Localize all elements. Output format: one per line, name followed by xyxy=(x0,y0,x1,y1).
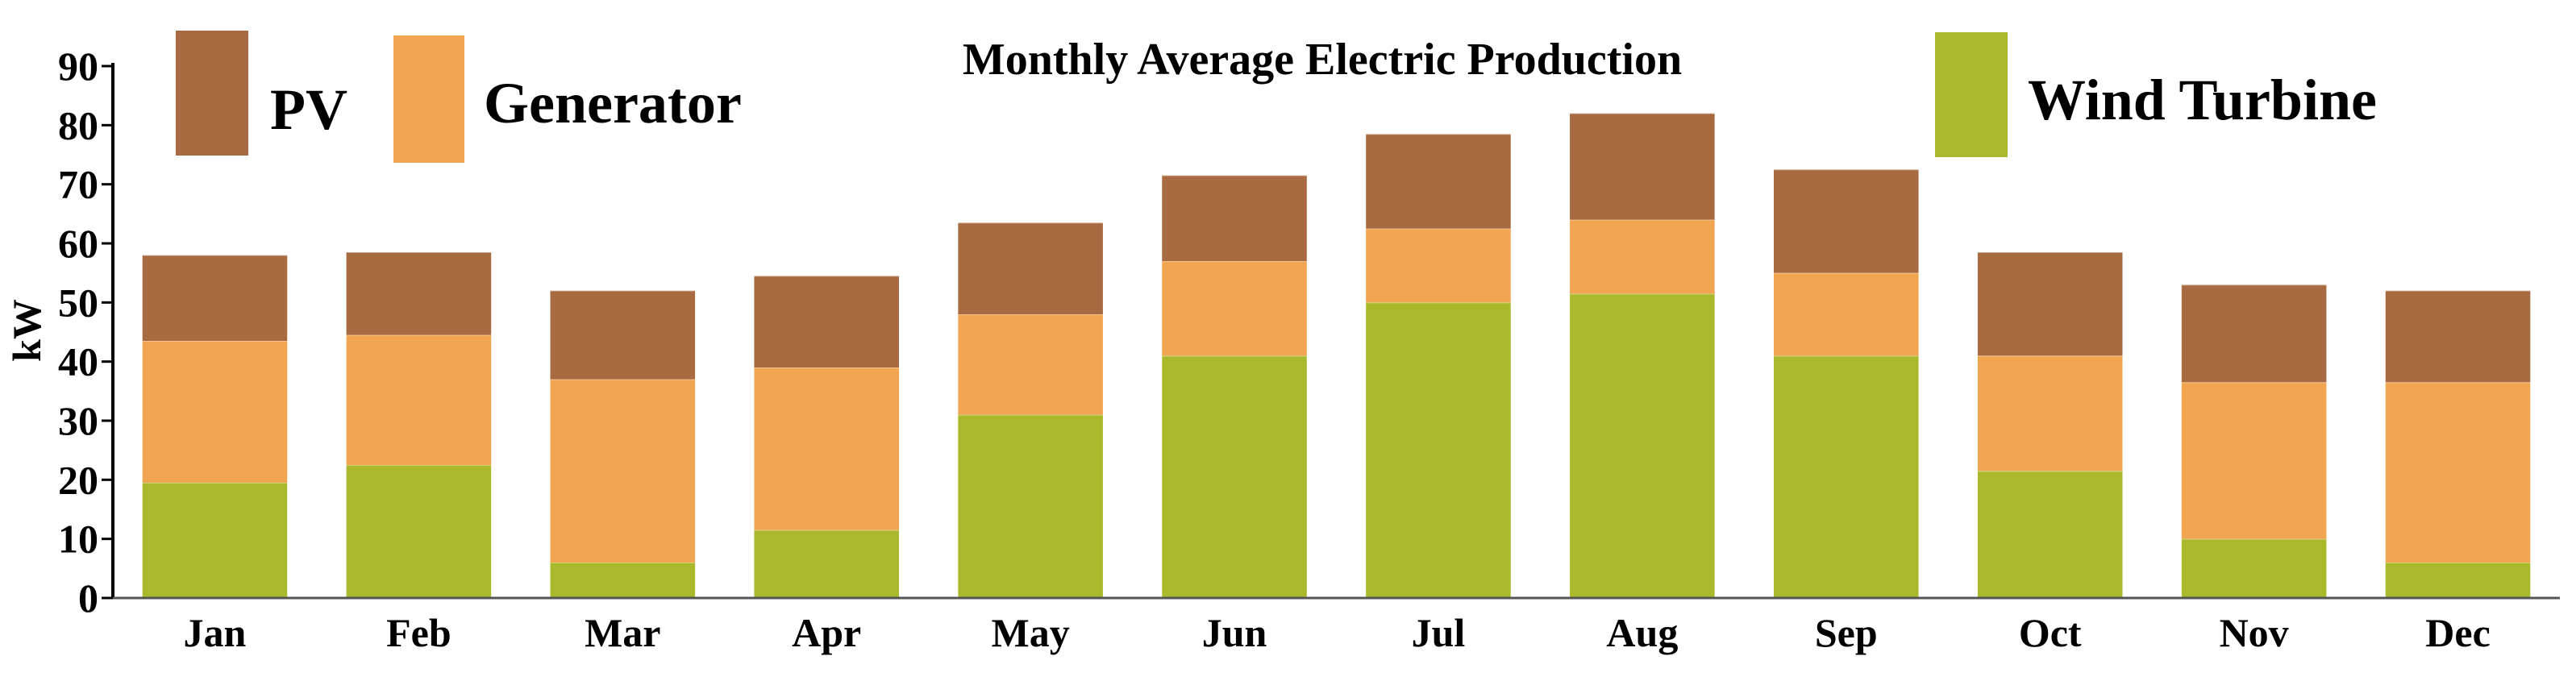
bar-generator-dec xyxy=(2385,382,2531,563)
legend-swatch-pv xyxy=(176,31,248,156)
legend: PV Generator Wind Turbine xyxy=(176,31,2377,163)
bar-generator-nov xyxy=(2181,382,2327,539)
x-tick-label: May xyxy=(992,610,1070,655)
y-axis-label: kW xyxy=(4,299,49,362)
y-tick-label: 0 xyxy=(78,575,98,621)
bar-generator-jun xyxy=(1162,261,1307,356)
bar-wind-turbine-jan xyxy=(142,483,288,598)
legend-swatch-generator xyxy=(393,35,464,163)
bar-pv-aug xyxy=(1570,113,1715,220)
bar-wind-turbine-mar xyxy=(550,563,696,598)
legend-label: PV xyxy=(270,77,347,142)
bar-wind-turbine-oct xyxy=(1977,471,2123,598)
bar-wind-turbine-dec xyxy=(2385,563,2531,598)
y-tick-label: 90 xyxy=(58,44,98,89)
bar-pv-feb xyxy=(346,252,492,335)
x-tick-label: Feb xyxy=(386,610,452,655)
bar-pv-dec xyxy=(2385,290,2531,383)
bar-generator-may xyxy=(958,314,1103,415)
bar-wind-turbine-jul xyxy=(1366,302,1511,598)
legend-swatch-wind-turbine xyxy=(1935,32,2008,157)
bar-wind-turbine-nov xyxy=(2181,538,2327,598)
bar-pv-sep xyxy=(1774,169,1919,273)
y-tick-label: 50 xyxy=(58,280,98,325)
bar-pv-jan xyxy=(142,255,288,341)
y-tick-label: 70 xyxy=(58,162,98,207)
x-tick-label: Jul xyxy=(1412,610,1466,655)
bar-pv-may xyxy=(958,222,1103,314)
bar-wind-turbine-apr xyxy=(754,529,899,598)
x-tick-label: Aug xyxy=(1606,610,1678,655)
y-tick-label: 10 xyxy=(58,517,98,562)
bars xyxy=(142,112,2531,598)
bar-wind-turbine-feb xyxy=(346,465,492,598)
x-tick-label: Dec xyxy=(2425,610,2491,655)
bar-generator-sep xyxy=(1774,272,1919,356)
bar-pv-apr xyxy=(754,276,899,367)
bar-wind-turbine-aug xyxy=(1570,293,1715,598)
bar-generator-oct xyxy=(1977,355,2123,471)
bar-generator-apr xyxy=(754,367,899,530)
x-axis-ticks: Jan Feb Mar Apr May Jun Jul Aug Sep Oct Nov Dec xyxy=(184,610,2491,655)
y-tick-label: 60 xyxy=(58,221,98,266)
bar-generator-mar xyxy=(550,379,696,563)
x-tick-label: Oct xyxy=(2019,610,2082,655)
axes xyxy=(111,63,2560,600)
chart-title: Monthly Average Electric Production xyxy=(963,35,1682,85)
bar-wind-turbine-jun xyxy=(1162,355,1307,598)
y-tick-label: 30 xyxy=(58,398,98,443)
bar-pv-nov xyxy=(2181,284,2327,383)
bar-pv-mar xyxy=(550,290,696,380)
x-tick-label: Nov xyxy=(2220,610,2289,655)
x-tick-label: Jan xyxy=(184,610,247,655)
bar-wind-turbine-may xyxy=(958,414,1103,598)
y-tick-label: 80 xyxy=(58,102,98,147)
bar-pv-oct xyxy=(1977,252,2123,356)
x-tick-label: Apr xyxy=(792,610,861,655)
legend-label: Wind Turbine xyxy=(2028,68,2377,132)
bar-pv-jul xyxy=(1366,134,1511,229)
bar-generator-aug xyxy=(1570,219,1715,294)
bar-pv-jun xyxy=(1162,175,1307,261)
x-tick-label: Jun xyxy=(1202,610,1267,655)
bar-generator-jul xyxy=(1366,228,1511,303)
x-tick-label: Sep xyxy=(1815,610,1878,655)
x-tick-label: Mar xyxy=(585,610,660,655)
bar-wind-turbine-sep xyxy=(1774,355,1919,598)
bar-generator-feb xyxy=(346,334,492,465)
y-tick-label: 40 xyxy=(58,339,98,384)
y-axis-ticks: 0 10 20 30 40 50 60 70 80 90 xyxy=(58,44,113,621)
y-tick-label: 20 xyxy=(58,457,98,502)
bar-generator-jan xyxy=(142,341,288,483)
legend-label: Generator xyxy=(484,71,742,135)
